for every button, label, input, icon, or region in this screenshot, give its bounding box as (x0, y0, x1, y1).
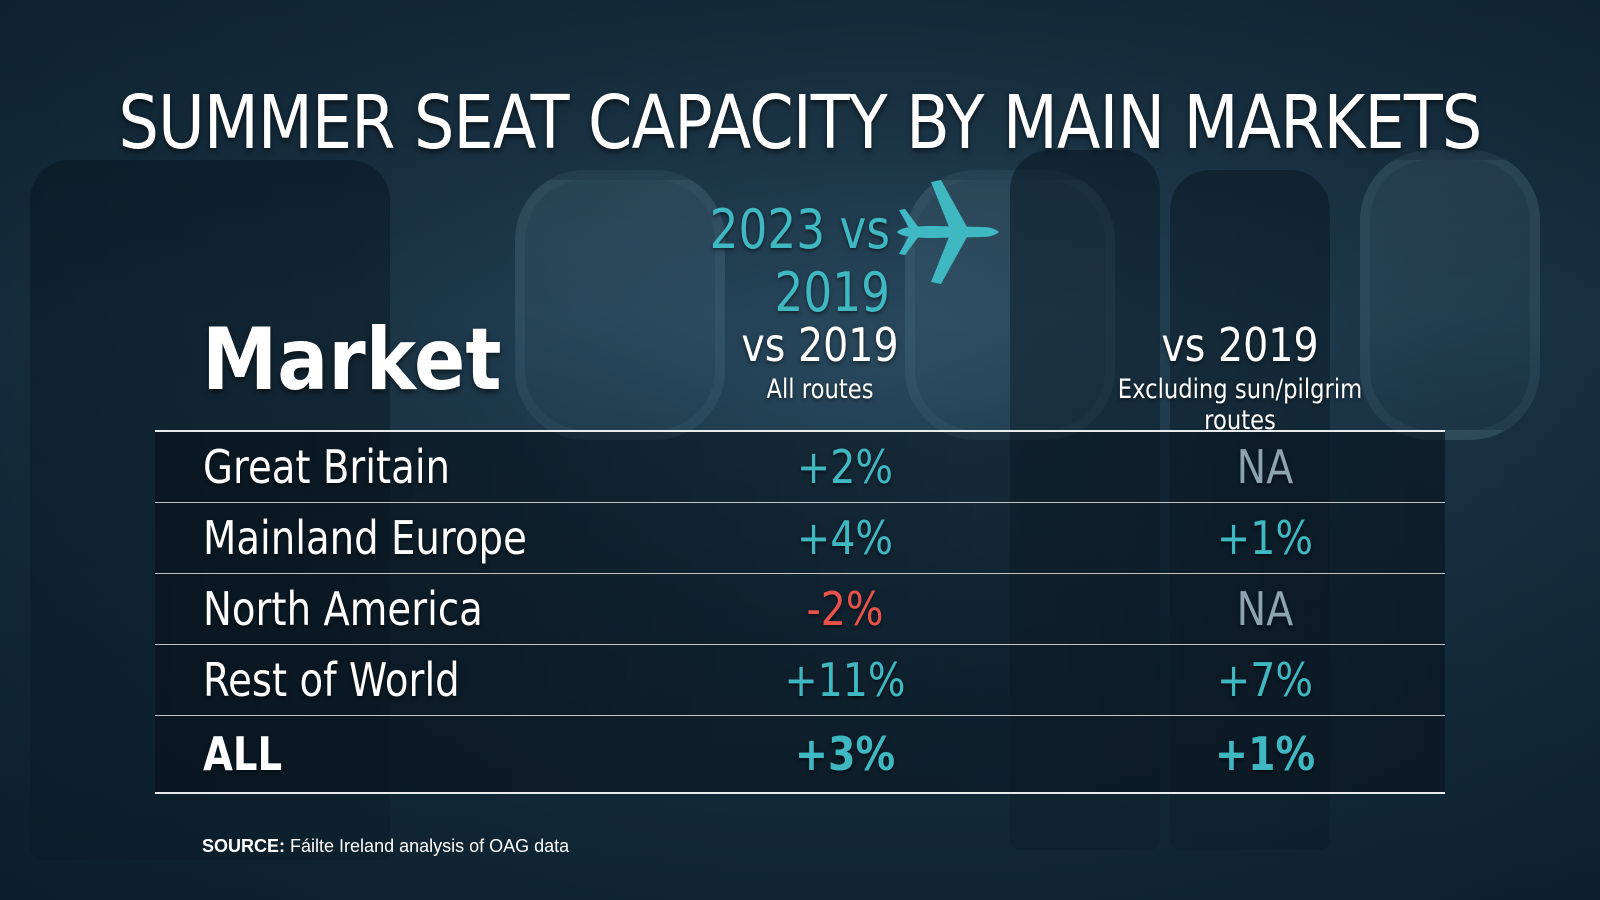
value-excluding-sun-pilgrim: NA (1236, 582, 1294, 636)
market-label: Rest of World (203, 653, 460, 707)
value-all-routes: +4% (797, 511, 893, 565)
table-row: Great Britain +2% NA (155, 432, 1445, 503)
column-header-excluding-subtitle: Excluding sun/pilgrim routes (1117, 374, 1363, 436)
background-window-left (515, 170, 725, 440)
value-all-routes: +3% (794, 727, 896, 781)
value-all-routes: -2% (806, 582, 884, 636)
source-note: SOURCE: Fáilte Ireland analysis of OAG d… (202, 836, 569, 857)
market-label: Mainland Europe (203, 511, 527, 565)
value-excluding-sun-pilgrim: +1% (1217, 511, 1313, 565)
column-header-all-routes-title: vs 2019 (741, 318, 899, 372)
page-title: SUMMER SEAT CAPACITY BY MAIN MARKETS (118, 80, 1483, 166)
table-row-total: ALL +3% +1% (155, 716, 1445, 792)
data-table: Great Britain +2% NA Mainland Europe +4% +1% N… (155, 430, 1445, 794)
airplane-icon (897, 180, 999, 284)
value-excluding-sun-pilgrim: NA (1236, 440, 1294, 494)
market-label: North America (203, 582, 483, 636)
market-label: ALL (203, 727, 283, 781)
table-row: Mainland Europe +4% +1% (155, 503, 1445, 574)
subtitle-group: 2023 vs 2019 (560, 178, 1020, 324)
subtitle: 2023 vs 2019 (709, 198, 890, 324)
value-excluding-sun-pilgrim: +1% (1214, 727, 1316, 781)
column-header-all-routes-subtitle: All routes (766, 374, 874, 405)
market-label: Great Britain (203, 440, 451, 494)
table-row: Rest of World +11% +7% (155, 645, 1445, 716)
source-text: Fáilte Ireland analysis of OAG data (290, 836, 570, 856)
column-header-excluding: vs 2019 Excluding sun/pilgrim routes (1060, 318, 1420, 436)
value-excluding-sun-pilgrim: +7% (1217, 653, 1313, 707)
column-header-market: Market (202, 310, 502, 410)
value-all-routes: +2% (797, 440, 893, 494)
value-all-routes: +11% (784, 653, 906, 707)
source-label: SOURCE: (202, 836, 286, 856)
background-window-right (1360, 150, 1540, 440)
column-header-all-routes: vs 2019 All routes (700, 318, 940, 405)
table-row: North America -2% NA (155, 574, 1445, 645)
column-header-excluding-title: vs 2019 (1161, 318, 1319, 372)
